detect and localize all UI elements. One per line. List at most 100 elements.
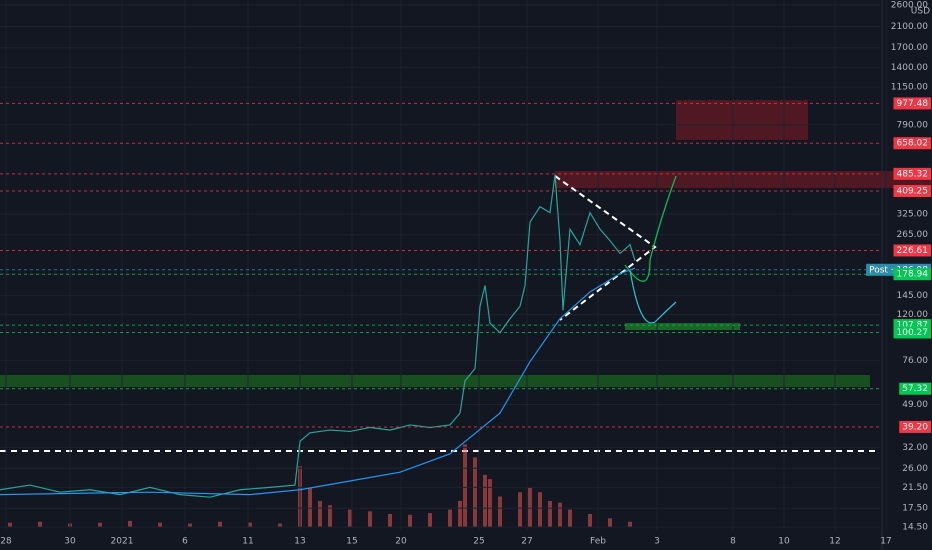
x-tick-label: 30	[64, 537, 76, 547]
volume-bar	[308, 487, 312, 527]
y-tick-label: 32.00	[902, 443, 928, 453]
volume-bar	[558, 502, 562, 527]
drawings	[554, 175, 677, 324]
supply-zone	[676, 100, 808, 140]
price-tag-box	[893, 97, 931, 110]
supply-zone	[555, 171, 932, 188]
x-tick-label: 11	[242, 537, 253, 547]
price-tag-box	[893, 244, 931, 257]
x-tick-label: Feb	[590, 537, 606, 547]
volume-bar	[483, 474, 487, 527]
price-tag: 39.20	[899, 420, 931, 433]
price-tag-box	[899, 420, 931, 433]
x-tick-label: 20	[395, 537, 407, 547]
volume-bar	[463, 444, 467, 527]
volume-bar	[218, 521, 222, 527]
volume-bar	[8, 522, 12, 527]
price-tag: 485.32	[893, 167, 931, 180]
volume-bar	[588, 513, 592, 527]
price-tag-label: 226.61	[897, 246, 929, 256]
y-tick-label: 49.00	[902, 400, 928, 410]
price-tag-label: 57.32	[902, 384, 928, 394]
volume-bar	[538, 492, 542, 527]
y-tick-label: 145.00	[897, 291, 929, 301]
y-tick-label: 14.50	[902, 523, 928, 533]
x-tick-label: 6	[182, 537, 188, 547]
volume-bar	[328, 505, 332, 527]
x-tick-label: 17	[880, 537, 891, 547]
price-tag: 178.94	[893, 268, 931, 281]
volume-bar	[488, 479, 492, 527]
x-tick-label: 15	[346, 537, 357, 547]
y-axis-label: USD	[911, 7, 930, 17]
y-tick-label: 790.00	[897, 120, 929, 130]
price-tag: 226.61	[893, 244, 931, 257]
price-tag-label: 658.02	[897, 139, 929, 149]
price-tag-box	[893, 137, 931, 150]
volume-bar	[548, 500, 552, 527]
price-tag-label: 977.48	[897, 99, 929, 109]
volume-bar	[518, 492, 522, 527]
demand-zone	[0, 375, 870, 387]
volume-bar	[608, 518, 612, 527]
y-tick-label: 76.00	[902, 356, 928, 366]
volume-bar	[318, 500, 322, 527]
volume-bar	[528, 487, 532, 527]
x-tick-label: 3	[654, 537, 660, 547]
price-line	[0, 267, 636, 496]
volume-bar	[158, 522, 162, 527]
volume-bar	[448, 509, 452, 527]
volume-bar	[278, 523, 282, 527]
volume-bar	[188, 523, 192, 527]
volume-bar	[368, 511, 372, 527]
y-tick-label: 21.50	[902, 483, 928, 493]
price-line	[0, 174, 636, 498]
x-tick-label: 27	[521, 537, 532, 547]
price-tag: 57.32	[899, 382, 931, 395]
price-tag-label: 107.87	[897, 321, 929, 331]
volume-bar	[498, 496, 502, 527]
x-tick-label: 10	[778, 537, 790, 547]
volume-bar	[128, 520, 132, 527]
demand-zone	[625, 323, 740, 330]
y-tick-label: 17.50	[902, 504, 928, 514]
y-tick-label: 1150.00	[891, 83, 928, 93]
price-tag-label: 178.94	[897, 270, 929, 280]
arrow	[629, 269, 677, 324]
triangle	[554, 175, 657, 321]
arrow	[624, 175, 677, 282]
volume-bar	[473, 457, 477, 527]
x-tick-label: 8	[730, 537, 736, 547]
price-tag-label: 39.20	[902, 422, 928, 432]
y-tick-label: 26.00	[902, 464, 928, 474]
price-tag-label: 409.25	[897, 186, 929, 196]
price-tag: 977.48	[893, 97, 931, 110]
price-tag-box	[899, 382, 931, 395]
x-tick-label: 13	[294, 537, 305, 547]
x-tick-label: 28	[0, 537, 12, 547]
price-tag-box	[893, 268, 931, 281]
y-tick-label: 120.00	[897, 310, 929, 320]
y-tick-label: 265.00	[897, 230, 929, 240]
volume-bar	[38, 521, 42, 527]
plot	[0, 0, 932, 530]
y-tick-label: 2600.00	[891, 1, 928, 11]
x-tick-label: 25	[473, 537, 484, 547]
y-tick-label: 1400.00	[891, 63, 928, 73]
price-tag-box	[893, 326, 931, 339]
y-tick-label: 325.00	[897, 210, 929, 220]
price-tag: 409.25	[893, 184, 931, 197]
volume-bar	[628, 521, 632, 527]
x-tick-label: 12	[829, 537, 840, 547]
volume-bar	[248, 522, 252, 527]
y-tick-label: 1700.00	[891, 43, 928, 53]
price-tag-label: 485.32	[897, 169, 929, 179]
volume-bar	[568, 509, 572, 527]
x-tick-label: 2021	[111, 537, 134, 547]
volume-bar	[428, 513, 432, 527]
volume-bar	[388, 513, 392, 527]
volume-bar	[408, 514, 412, 527]
volume-bar	[348, 509, 352, 527]
price-tag-box	[893, 184, 931, 197]
